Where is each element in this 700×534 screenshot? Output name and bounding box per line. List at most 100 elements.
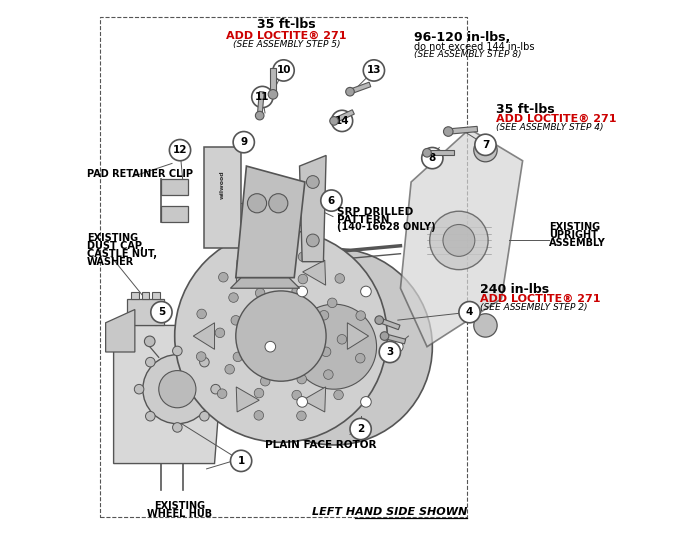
Circle shape: [292, 304, 377, 389]
Text: LEFT HAND SIDE SHOWN: LEFT HAND SIDE SHOWN: [312, 507, 467, 517]
Text: ADD LOCTITE® 271: ADD LOCTITE® 271: [496, 114, 617, 123]
Text: 3: 3: [386, 347, 393, 357]
Circle shape: [292, 390, 302, 400]
Text: 240 in-lbs: 240 in-lbs: [480, 283, 550, 296]
Circle shape: [298, 252, 308, 262]
Polygon shape: [162, 179, 188, 195]
Polygon shape: [106, 310, 135, 352]
Circle shape: [173, 346, 182, 356]
Text: PLAIN FACE ROTOR: PLAIN FACE ROTOR: [265, 439, 377, 450]
Circle shape: [211, 384, 220, 394]
Text: 14: 14: [335, 116, 349, 126]
Text: ADD LOCTITE® 271: ADD LOCTITE® 271: [480, 294, 601, 304]
Circle shape: [360, 286, 371, 297]
Polygon shape: [162, 206, 188, 222]
Circle shape: [334, 390, 343, 399]
Circle shape: [225, 365, 235, 374]
Text: EXISTING: EXISTING: [155, 501, 206, 511]
Circle shape: [297, 411, 306, 421]
Circle shape: [273, 60, 294, 81]
Circle shape: [265, 341, 276, 352]
Text: DUST CAP,: DUST CAP,: [87, 241, 144, 251]
Circle shape: [146, 357, 155, 367]
Text: (SEE ASSEMBLY STEP 2): (SEE ASSEMBLY STEP 2): [480, 303, 587, 312]
Circle shape: [443, 224, 475, 256]
Text: 9: 9: [240, 137, 247, 147]
Circle shape: [360, 397, 371, 407]
Circle shape: [254, 388, 264, 398]
Circle shape: [297, 374, 307, 384]
Circle shape: [236, 248, 433, 445]
Circle shape: [215, 328, 225, 337]
Circle shape: [363, 60, 384, 81]
Circle shape: [150, 302, 172, 323]
Circle shape: [169, 139, 190, 161]
Polygon shape: [236, 166, 304, 278]
Circle shape: [236, 291, 326, 381]
Circle shape: [474, 314, 497, 337]
Polygon shape: [349, 82, 371, 94]
Circle shape: [380, 332, 389, 340]
Polygon shape: [127, 299, 164, 325]
Circle shape: [459, 302, 480, 323]
Circle shape: [323, 370, 333, 379]
Circle shape: [260, 272, 270, 282]
Circle shape: [375, 316, 384, 325]
Circle shape: [199, 411, 209, 421]
Polygon shape: [379, 318, 400, 329]
Polygon shape: [270, 68, 276, 95]
Polygon shape: [258, 91, 264, 116]
Text: 2: 2: [357, 424, 364, 434]
Circle shape: [321, 190, 342, 211]
Circle shape: [217, 389, 227, 398]
Text: (SEE ASSEMBLY STEP 5): (SEE ASSEMBLY STEP 5): [232, 40, 340, 49]
Circle shape: [218, 272, 228, 282]
Polygon shape: [400, 129, 523, 347]
Circle shape: [335, 273, 344, 283]
Circle shape: [229, 293, 238, 302]
Polygon shape: [142, 292, 149, 299]
Circle shape: [328, 298, 337, 308]
Polygon shape: [131, 292, 139, 299]
Text: ASSEMBLY: ASSEMBLY: [550, 238, 606, 248]
Circle shape: [269, 194, 288, 213]
Text: PATTERN: PATTERN: [337, 215, 389, 224]
Circle shape: [307, 176, 319, 189]
Circle shape: [256, 288, 265, 298]
Circle shape: [231, 316, 241, 325]
Circle shape: [356, 354, 365, 363]
Circle shape: [175, 230, 387, 442]
Circle shape: [233, 352, 243, 362]
Text: PAD RETAINER CLIP: PAD RETAINER CLIP: [87, 169, 193, 179]
Polygon shape: [300, 155, 326, 262]
Circle shape: [248, 194, 267, 213]
Text: WASHER: WASHER: [87, 257, 134, 267]
Text: 96-120 in-lbs,: 96-120 in-lbs,: [414, 31, 510, 44]
Text: 1: 1: [237, 456, 245, 466]
Circle shape: [474, 138, 497, 162]
Circle shape: [254, 411, 264, 420]
Circle shape: [430, 211, 488, 270]
Text: (140-16628 ONLY): (140-16628 ONLY): [337, 223, 435, 232]
Circle shape: [307, 234, 319, 247]
Text: EXISTING: EXISTING: [550, 223, 601, 232]
Circle shape: [421, 147, 443, 169]
Circle shape: [379, 341, 400, 363]
Text: wilwood: wilwood: [220, 170, 225, 199]
Circle shape: [268, 90, 278, 99]
Circle shape: [197, 309, 206, 319]
Text: 7: 7: [482, 140, 489, 150]
Text: (SEE ASSEMBLY STEP 4): (SEE ASSEMBLY STEP 4): [496, 122, 603, 131]
Circle shape: [298, 274, 308, 284]
Circle shape: [393, 341, 403, 352]
Circle shape: [230, 450, 252, 472]
Text: 13: 13: [367, 66, 382, 75]
Polygon shape: [347, 323, 369, 349]
Circle shape: [252, 87, 273, 108]
Circle shape: [444, 127, 453, 136]
Text: UPRIGHT: UPRIGHT: [550, 231, 598, 240]
Circle shape: [159, 371, 196, 408]
Polygon shape: [230, 278, 300, 288]
Text: 8: 8: [428, 153, 436, 163]
Polygon shape: [448, 127, 477, 134]
